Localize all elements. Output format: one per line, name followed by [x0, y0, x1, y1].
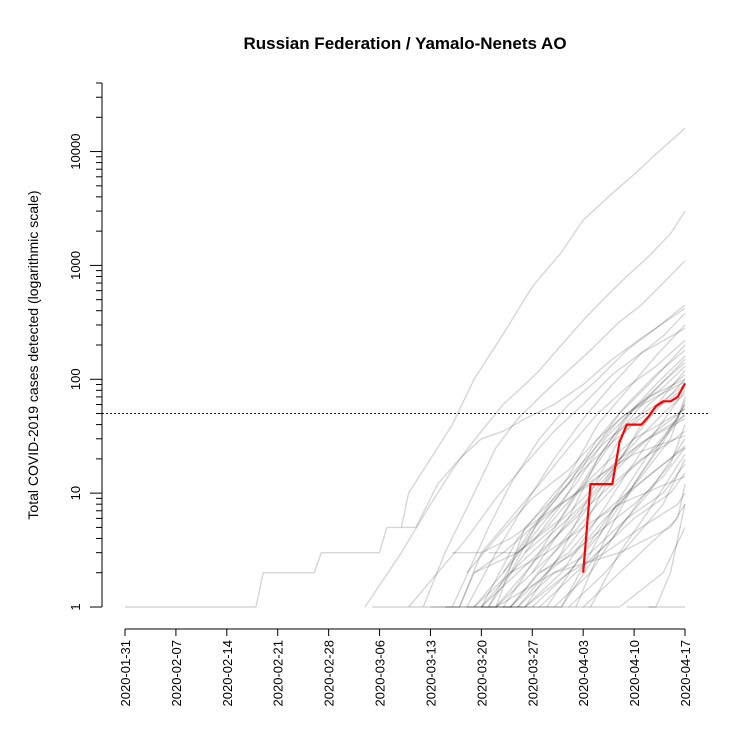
background-series-line: [560, 400, 686, 608]
chart-title: Russian Federation / Yamalo-Nenets AO: [243, 34, 566, 53]
background-series-line: [503, 472, 686, 608]
x-tick-label: 2020-02-21: [271, 640, 286, 707]
background-series-line: [531, 404, 686, 608]
background-series-line: [582, 483, 686, 608]
background-series-line: [401, 307, 686, 529]
background-series-line: [524, 374, 686, 608]
background-series-line: [517, 369, 686, 608]
x-tick-label: 2020-02-28: [322, 640, 337, 707]
background-series-line: [480, 378, 686, 608]
background-series-line: [495, 355, 686, 608]
background-series-line: [539, 445, 686, 574]
background-series-line: [364, 210, 686, 608]
background-series-line: [452, 434, 686, 554]
x-tick-label: 2020-02-14: [220, 640, 235, 707]
background-series-line: [480, 408, 686, 608]
background-series-line: [473, 349, 686, 608]
background-series-line: [502, 365, 686, 574]
background-series-line: [445, 503, 686, 608]
y-tick-label: 10: [68, 486, 83, 500]
background-series-line: [575, 404, 686, 608]
background-series-line: [589, 453, 686, 608]
background-series-line: [546, 396, 686, 608]
x-tick-label: 2020-01-31: [118, 640, 133, 707]
x-tick-label: 2020-04-03: [576, 640, 591, 707]
background-series-line: [466, 312, 686, 608]
background-series-line: [488, 408, 686, 554]
background-series-line: [495, 430, 686, 608]
plot-area: [102, 127, 708, 608]
y-axis: 1 10 100 1000 10000: [68, 82, 103, 611]
x-tick-label: 2020-04-10: [627, 640, 642, 707]
y-axis-label: Total COVID-2019 cases detected (logarit…: [25, 190, 41, 519]
background-series-line: [539, 424, 686, 608]
y-tick-label: 100: [68, 368, 83, 390]
background-series-line: [531, 413, 686, 574]
background-series-line: [509, 447, 686, 608]
y-tick-label: 1: [68, 603, 83, 610]
x-tick-label: 2020-03-27: [525, 640, 540, 707]
background-series-line: [408, 327, 686, 608]
background-series-line: [466, 381, 686, 574]
x-tick-label: 2020-03-20: [474, 640, 489, 707]
x-tick-label: 2020-03-13: [424, 640, 439, 707]
background-series-line: [372, 358, 686, 608]
background-series-line: [524, 389, 686, 608]
background-series-line: [473, 418, 686, 574]
background-series-line: [430, 527, 686, 608]
background-series-line: [473, 475, 686, 608]
background-series-line: [517, 463, 686, 608]
background-series-line: [502, 362, 686, 608]
background-series-line: [553, 438, 686, 608]
background-series-line: [466, 447, 686, 608]
highlight-series-line: [582, 382, 686, 573]
background-series-line: [451, 304, 686, 608]
background-series-line: [568, 458, 686, 608]
x-axis: 2020-01-31 2020-02-07 2020-02-14 2020-02-21…: [118, 628, 693, 707]
y-tick-label: 1000: [68, 251, 83, 280]
background-series-line: [509, 378, 686, 608]
background-series-line: [481, 492, 686, 608]
background-series-line: [510, 415, 686, 574]
background-series-line: [422, 260, 686, 608]
background-series-line: [480, 324, 686, 608]
y-tick-label: 10000: [68, 134, 83, 170]
x-tick-label: 2020-04-17: [678, 640, 693, 707]
background-series-line: [125, 127, 686, 608]
background-series-line: [458, 339, 686, 608]
x-tick-label: 2020-03-06: [373, 640, 388, 707]
background-series-line: [626, 504, 686, 608]
x-tick-label: 2020-02-07: [169, 640, 184, 707]
background-series-line: [488, 344, 686, 608]
